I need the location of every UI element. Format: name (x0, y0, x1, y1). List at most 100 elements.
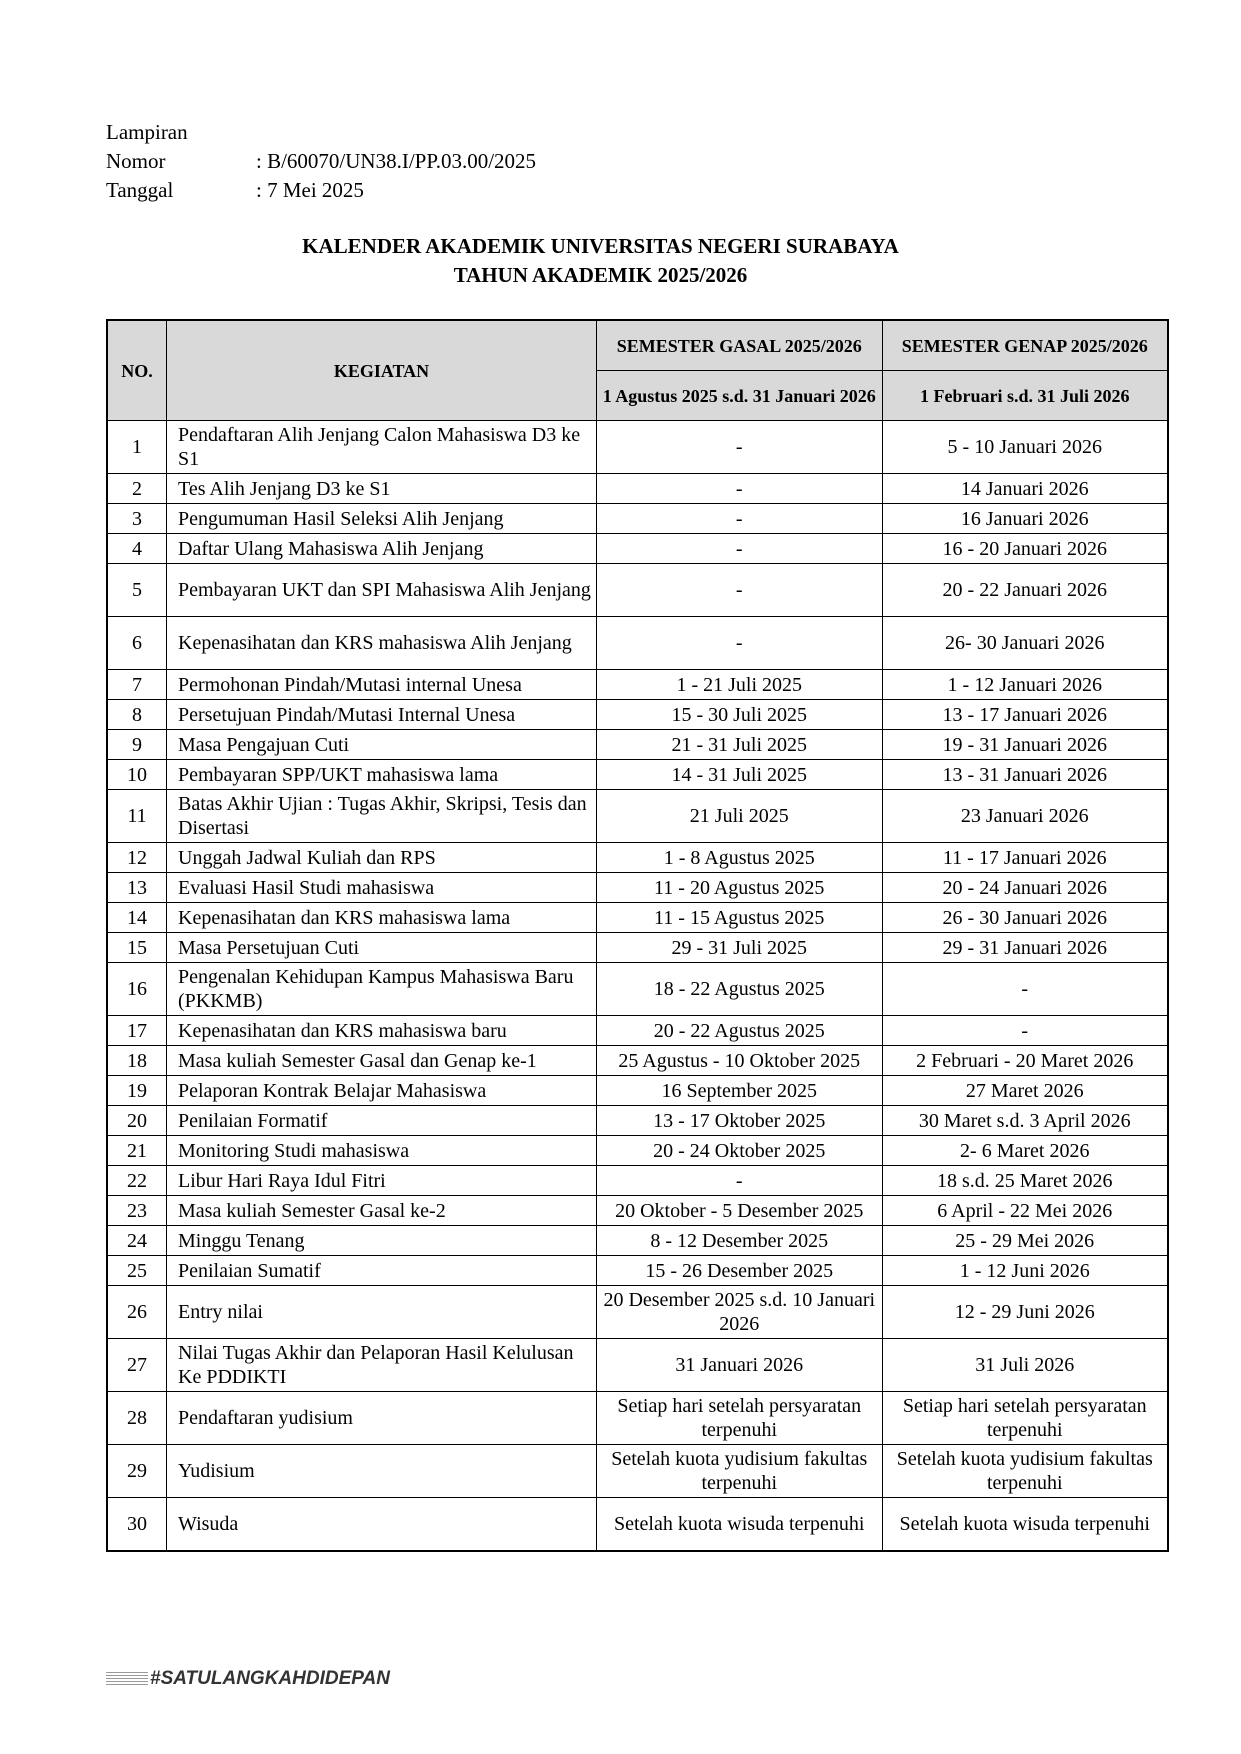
row-activity: Pembayaran SPP/UKT mahasiswa lama (166, 759, 597, 790)
row-gasal-date: Setiap hari setelah persyaratan terpenuh… (596, 1391, 883, 1445)
row-gasal-date: 20 - 22 Agustus 2025 (596, 1015, 883, 1046)
row-genap-date: 2 Februari - 20 Maret 2026 (881, 1045, 1169, 1076)
row-gasal-date: 25 Agustus - 10 Oktober 2025 (596, 1045, 883, 1076)
table-row: 1 Pendaftaran Alih Jenjang Calon Mahasisw… (106, 420, 1169, 474)
row-genap-date: 18 s.d. 25 Maret 2026 (881, 1165, 1169, 1196)
row-genap-date: 29 - 31 Januari 2026 (881, 932, 1169, 963)
row-number: 8 (106, 699, 167, 730)
row-gasal-date: Setelah kuota yudisium fakultas terpenuh… (596, 1444, 883, 1498)
row-number: 19 (106, 1075, 167, 1106)
nomor-label: Nomor (106, 149, 166, 173)
row-genap-date: 16 - 20 Januari 2026 (881, 533, 1169, 564)
row-genap-date: 23 Januari 2026 (881, 789, 1169, 843)
row-activity: Monitoring Studi mahasiswa (166, 1135, 597, 1166)
table-row: 13 Evaluasi Hasil Studi mahasiswa 11 - 20 … (106, 872, 1169, 903)
table-row: 21 Monitoring Studi mahasiswa 20 - 24 Okto… (106, 1135, 1169, 1166)
row-gasal-date: 15 - 26 Desember 2025 (596, 1255, 883, 1286)
row-number: 2 (106, 473, 167, 504)
letter-meta: Lampiran Nomor: B/60070/UN38.I/PP.03.00/… (106, 118, 536, 205)
row-genap-date: 1 - 12 Juni 2026 (881, 1255, 1169, 1286)
table-row: 28 Pendaftaran yudisium Setiap hari setela… (106, 1391, 1169, 1445)
row-number: 7 (106, 669, 167, 700)
row-activity: Pendaftaran Alih Jenjang Calon Mahasiswa… (166, 420, 597, 474)
tagline-text: #SATULANGKAHDIDEPAN (150, 1668, 390, 1689)
row-genap-date: 20 - 22 Januari 2026 (881, 563, 1169, 617)
row-number: 30 (106, 1497, 167, 1552)
speed-lines-icon (106, 1672, 148, 1686)
table-row: 15 Masa Persetujuan Cuti 29 - 31 Juli 2025… (106, 932, 1169, 963)
row-genap-date: 2- 6 Maret 2026 (881, 1135, 1169, 1166)
nomor-value: : B/60070/UN38.I/PP.03.00/2025 (256, 149, 537, 173)
row-number: 20 (106, 1105, 167, 1136)
row-gasal-date: 8 - 12 Desember 2025 (596, 1225, 883, 1256)
table-row: 26 Entry nilai 20 Desember 2025 s.d. 10 Ja… (106, 1285, 1169, 1339)
row-genap-date: Setelah kuota yudisium fakultas terpenuh… (881, 1444, 1169, 1498)
row-activity: Pendaftaran yudisium (166, 1391, 597, 1445)
table-row: 19 Pelaporan Kontrak Belajar Mahasiswa 16 … (106, 1075, 1169, 1106)
row-genap-date: 31 Juli 2026 (881, 1338, 1169, 1392)
row-genap-date: 5 - 10 Januari 2026 (881, 420, 1169, 474)
row-gasal-date: - (596, 616, 883, 670)
row-number: 24 (106, 1225, 167, 1256)
table-row: 9 Masa Pengajuan Cuti 21 - 31 Juli 2025 19 … (106, 729, 1169, 760)
academic-calendar-table: NO. KEGIATAN SEMESTER GASAL 2025/2026 SE… (106, 319, 1169, 1552)
footer-tagline: #SATULANGKAHDIDEPAN (106, 1668, 390, 1690)
row-gasal-date: Setelah kuota wisuda terpenuhi (596, 1497, 883, 1552)
row-gasal-date: 21 - 31 Juli 2025 (596, 729, 883, 760)
header-kegiatan: KEGIATAN (166, 319, 597, 421)
row-gasal-date: 16 September 2025 (596, 1075, 883, 1106)
row-number: 6 (106, 616, 167, 670)
title-line-2: TAHUN AKADEMIK 2025/2026 (453, 263, 748, 287)
row-number: 28 (106, 1391, 167, 1445)
row-gasal-date: 11 - 20 Agustus 2025 (596, 872, 883, 903)
row-genap-date: 11 - 17 Januari 2026 (881, 842, 1169, 873)
table-row: 14 Kepenasihatan dan KRS mahasiswa lama 11… (106, 902, 1169, 933)
header-no: NO. (106, 319, 167, 421)
table-row: 3 Pengumuman Hasil Seleksi Alih Jenjang -1… (106, 503, 1169, 534)
row-genap-date: Setelah kuota wisuda terpenuhi (881, 1497, 1169, 1552)
row-activity: Penilaian Formatif (166, 1105, 597, 1136)
row-number: 13 (106, 872, 167, 903)
row-gasal-date: 29 - 31 Juli 2025 (596, 932, 883, 963)
row-gasal-date: 1 - 8 Agustus 2025 (596, 842, 883, 873)
header-genap: SEMESTER GENAP 2025/2026 (881, 319, 1169, 371)
row-number: 10 (106, 759, 167, 790)
table-row: 23 Masa kuliah Semester Gasal ke-2 20 Okto… (106, 1195, 1169, 1226)
row-gasal-date: 11 - 15 Agustus 2025 (596, 902, 883, 933)
row-activity: Penilaian Sumatif (166, 1255, 597, 1286)
row-genap-date: 13 - 31 Januari 2026 (881, 759, 1169, 790)
table-row: 22 Libur Hari Raya Idul Fitri -18 s.d. 25 … (106, 1165, 1169, 1196)
row-gasal-date: 20 - 24 Oktober 2025 (596, 1135, 883, 1166)
row-activity: Pelaporan Kontrak Belajar Mahasiswa (166, 1075, 597, 1106)
table-row: 2 Tes Alih Jenjang D3 ke S1-14 Januari 20… (106, 473, 1169, 504)
row-activity: Tes Alih Jenjang D3 ke S1 (166, 473, 597, 504)
table-row: 30 Wisuda Setelah kuota wisuda terpenuhi Se… (106, 1497, 1169, 1552)
row-genap-date: 25 - 29 Mei 2026 (881, 1225, 1169, 1256)
row-number: 17 (106, 1015, 167, 1046)
row-gasal-date: 15 - 30 Juli 2025 (596, 699, 883, 730)
row-genap-date: 30 Maret s.d. 3 April 2026 (881, 1105, 1169, 1136)
row-genap-date: 26- 30 Januari 2026 (881, 616, 1169, 670)
row-genap-date: 12 - 29 Juni 2026 (881, 1285, 1169, 1339)
row-gasal-date: 21 Juli 2025 (596, 789, 883, 843)
row-gasal-date: - (596, 533, 883, 564)
table-row: 17 Kepenasihatan dan KRS mahasiswa baru 20… (106, 1015, 1169, 1046)
row-genap-date: 19 - 31 Januari 2026 (881, 729, 1169, 760)
row-activity: Yudisium (166, 1444, 597, 1498)
row-activity: Entry nilai (166, 1285, 597, 1339)
tanggal-label: Tanggal (106, 178, 174, 202)
row-genap-date: 27 Maret 2026 (881, 1075, 1169, 1106)
row-activity: Evaluasi Hasil Studi mahasiswa (166, 872, 597, 903)
row-activity: Kepenasihatan dan KRS mahasiswa baru (166, 1015, 597, 1046)
table-row: 12 Unggah Jadwal Kuliah dan RPS 1 - 8 Agus… (106, 842, 1169, 873)
table-row: 11 Batas Akhir Ujian : Tugas Akhir, Skrip… (106, 789, 1169, 843)
document-title: KALENDER AKADEMIK UNIVERSITAS NEGERI SUR… (0, 232, 1241, 290)
table-row: 5 Pembayaran UKT dan SPI Mahasiswa Alih J… (106, 563, 1169, 617)
row-activity: Masa kuliah Semester Gasal ke-2 (166, 1195, 597, 1226)
row-number: 11 (106, 789, 167, 843)
row-gasal-date: 1 - 21 Juli 2025 (596, 669, 883, 700)
title-line-1: KALENDER AKADEMIK UNIVERSITAS NEGERI SUR… (302, 234, 899, 258)
row-gasal-date: 20 Desember 2025 s.d. 10 Januari 2026 (596, 1285, 883, 1339)
row-activity: Kepenasihatan dan KRS mahasiswa Alih Jen… (166, 616, 597, 670)
row-gasal-date: - (596, 420, 883, 474)
